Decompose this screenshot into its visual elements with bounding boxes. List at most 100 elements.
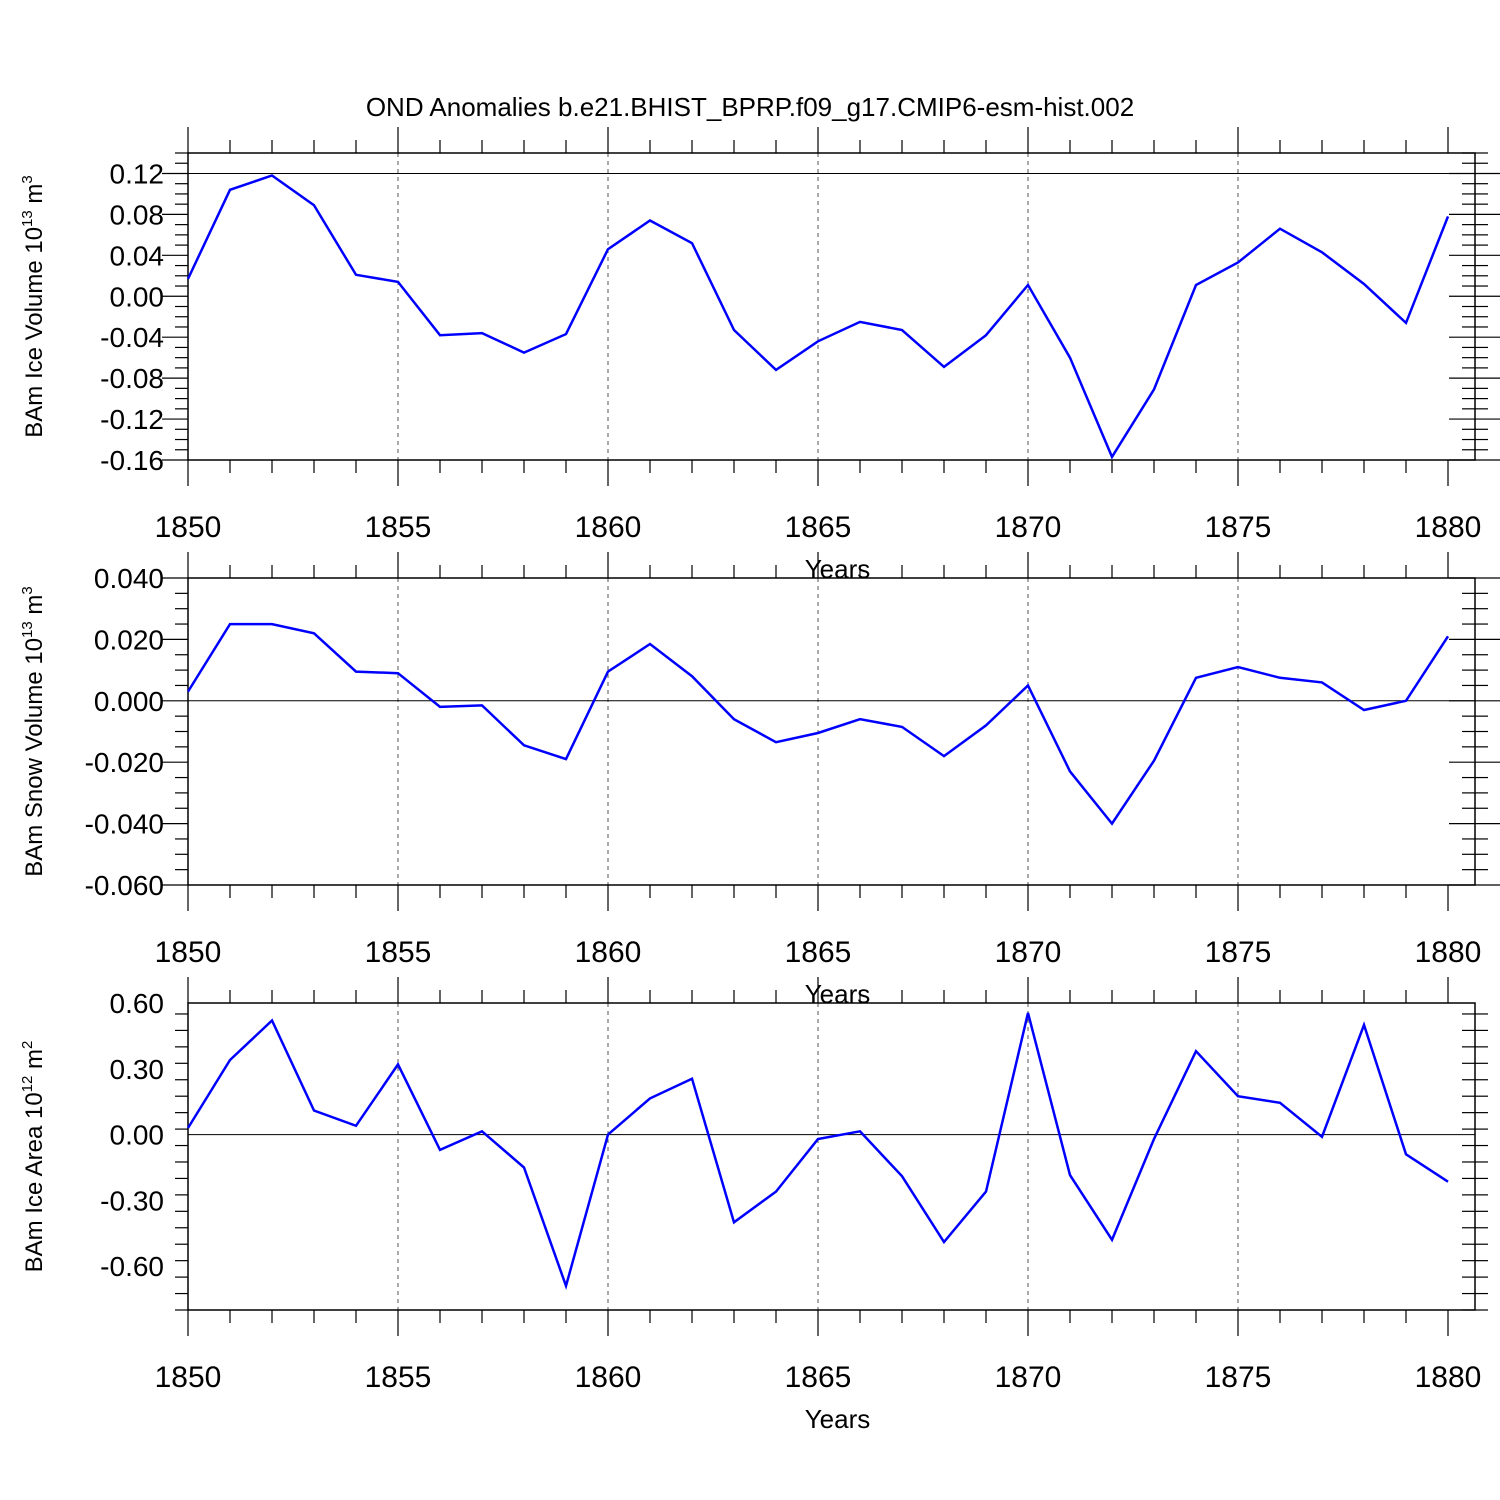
data-point [1194,676,1198,680]
data-point [1362,1023,1366,1027]
data-point [1236,665,1240,669]
data-point [186,690,190,694]
x-tick-label: 1870 [995,511,1062,544]
y-tick-label: 0.00 [110,281,165,312]
y-label-text: BAm Snow Volume 10 [21,638,48,877]
data-point [1152,759,1156,763]
data-point [984,723,988,727]
y-axis-label: BAm Snow Volume 1013 m3 [19,586,48,877]
y-tick-label: -0.04 [100,322,164,353]
data-point [480,703,484,707]
data-point [858,717,862,721]
x-tick-label: 1855 [365,511,432,544]
y-tick-label: -0.060 [85,870,164,901]
data-point [438,705,442,709]
series-line [186,622,1450,826]
x-tick-label: 1860 [575,1361,642,1394]
y-tick-label: 0.30 [110,1054,165,1085]
x-tick-label: 1880 [1415,936,1482,969]
data-point [1068,356,1072,360]
x-tick-label: 1855 [365,1361,432,1394]
data-point [732,328,736,332]
data-point [354,670,358,674]
x-axis-label: Years [805,979,871,1009]
x-axis-label: Years [805,554,871,584]
y-label-exponent: 12 [19,1076,36,1093]
data-point [354,273,358,277]
y-tick-label: 0.00 [110,1120,165,1151]
data-point [1068,769,1072,773]
data-point [480,1129,484,1133]
data-point [606,247,610,251]
data-point [1068,1173,1072,1177]
data-point [312,631,316,635]
series-line [186,174,1450,460]
x-tick-label: 1880 [1415,511,1482,544]
data-point [774,1190,778,1194]
y-tick-label: -0.040 [85,809,164,840]
data-point [438,333,442,337]
y-label-unit: m [21,1049,48,1076]
data-point [648,1096,652,1100]
data-point [900,725,904,729]
plot-frame [187,152,1476,461]
x-tick-label: 1855 [365,936,432,969]
data-point [606,1133,610,1137]
data-point [858,320,862,324]
y-tick-label: -0.60 [100,1251,164,1282]
series-line [186,1012,1449,1291]
x-tick-label: 1870 [995,936,1062,969]
data-point [774,740,778,744]
y-tick-label: -0.020 [85,747,164,778]
data-point [1026,283,1030,287]
y-tick-label: -0.08 [100,363,164,394]
data-point [1110,822,1114,826]
data-point [732,1220,736,1224]
data-point [1362,708,1366,712]
figure-title: OND Anomalies b.e21.BHIST_BPRP.f09_g17.C… [366,92,1134,122]
x-tick-label: 1880 [1415,1361,1482,1394]
data-point [648,219,652,223]
data-point [564,1284,568,1288]
data-point [1194,283,1198,287]
x-tick-label: 1860 [575,511,642,544]
data-point [1152,1137,1156,1141]
data-point [1320,1135,1324,1139]
data-point [270,174,274,178]
y-label-unit: m [21,595,48,622]
x-tick-label: 1850 [155,1361,222,1394]
x-axis-label: Years [805,1404,871,1434]
data-point [816,731,820,735]
data-point [1404,321,1408,325]
data-point [1026,1011,1030,1015]
data-point [480,331,484,335]
y-tick-label: 0.08 [110,199,165,230]
y-label-unit-exponent: 2 [19,1041,36,1049]
data-point [1236,260,1240,264]
data-point [1320,680,1324,684]
y-tick-label: 0.04 [110,240,165,271]
data-point [816,339,820,343]
data-point [1110,1238,1114,1242]
data-point [564,332,568,336]
y-tick-label: -0.16 [100,445,164,476]
y-axis-label: BAm Ice Volume 1013 m3 [19,175,48,437]
data-point [900,328,904,332]
data-point [984,1190,988,1194]
data-point [396,671,400,675]
data-point [312,1108,316,1112]
data-point [1194,1049,1198,1053]
y-label-exponent: 13 [19,621,36,638]
data-point [396,1062,400,1066]
data-point [522,743,526,747]
data-point [816,1137,820,1141]
data-point [396,280,400,284]
data-point [270,622,274,626]
data-point [312,203,316,207]
chart-panel-2: 1850 1855 1860 1865 1870 1875 1880 0.040 0.020 0.… [19,552,1500,1009]
x-tick-label: 1865 [785,1361,852,1394]
data-point [942,754,946,758]
data-point [1404,699,1408,703]
y-tick-label: -0.12 [100,404,164,435]
